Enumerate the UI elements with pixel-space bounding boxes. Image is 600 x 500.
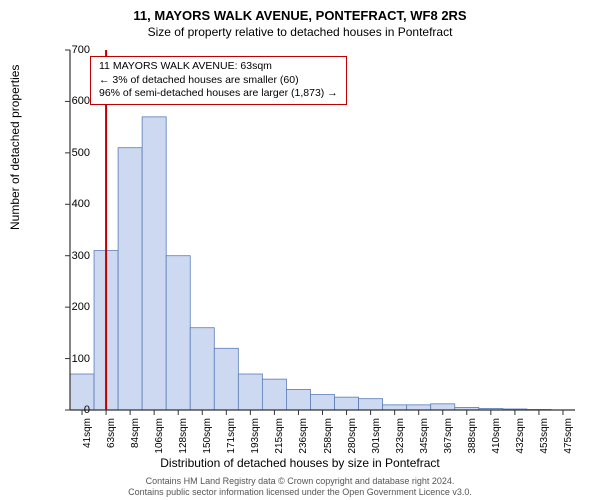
footer-line-2: Contains public sector information licen… [0, 487, 600, 498]
x-tick-label: 171sqm [226, 418, 237, 454]
x-tick-label: 453sqm [539, 418, 550, 454]
y-tick-label: 0 [50, 404, 90, 416]
footer-line-1: Contains HM Land Registry data © Crown c… [0, 476, 600, 487]
y-tick-label: 400 [50, 198, 90, 210]
x-tick-label: 258sqm [323, 418, 334, 454]
y-axis-label: Number of detached properties [8, 65, 22, 230]
info-box: 11 MAYORS WALK AVENUE: 63sqm ← 3% of det… [90, 56, 347, 105]
x-tick-label: 410sqm [491, 418, 502, 454]
y-tick-label: 300 [50, 250, 90, 262]
y-tick-label: 500 [50, 147, 90, 159]
x-tick-label: 367sqm [443, 418, 454, 454]
x-tick-label: 63sqm [106, 418, 117, 448]
chart-container: 11, MAYORS WALK AVENUE, PONTEFRACT, WF8 … [0, 0, 600, 500]
x-tick-label: 236sqm [298, 418, 309, 454]
x-tick-label: 193sqm [250, 418, 261, 454]
x-tick-label: 432sqm [515, 418, 526, 454]
y-tick-label: 100 [50, 353, 90, 365]
title-sub: Size of property relative to detached ho… [0, 23, 600, 39]
x-tick-label: 280sqm [347, 418, 358, 454]
x-axis-label: Distribution of detached houses by size … [0, 456, 600, 470]
x-tick-label: 215sqm [274, 418, 285, 454]
x-tick-label: 388sqm [467, 418, 478, 454]
x-tick-label: 301sqm [371, 418, 382, 454]
x-tick-label: 150sqm [202, 418, 213, 454]
y-tick-label: 200 [50, 301, 90, 313]
x-tick-label: 41sqm [82, 418, 93, 448]
x-tick-label: 128sqm [178, 418, 189, 454]
x-tick-label: 323sqm [395, 418, 406, 454]
title-main: 11, MAYORS WALK AVENUE, PONTEFRACT, WF8 … [0, 0, 600, 23]
x-tick-label: 106sqm [154, 418, 165, 454]
y-tick-label: 700 [50, 44, 90, 56]
info-line-3: 96% of semi-detached houses are larger (… [99, 87, 338, 101]
info-line-1: 11 MAYORS WALK AVENUE: 63sqm [99, 60, 338, 74]
x-tick-label: 345sqm [419, 418, 430, 454]
footer: Contains HM Land Registry data © Crown c… [0, 476, 600, 498]
y-tick-label: 600 [50, 95, 90, 107]
x-tick-label: 84sqm [130, 418, 141, 448]
x-tick-label: 475sqm [563, 418, 574, 454]
info-line-2: ← 3% of detached houses are smaller (60) [99, 74, 338, 88]
